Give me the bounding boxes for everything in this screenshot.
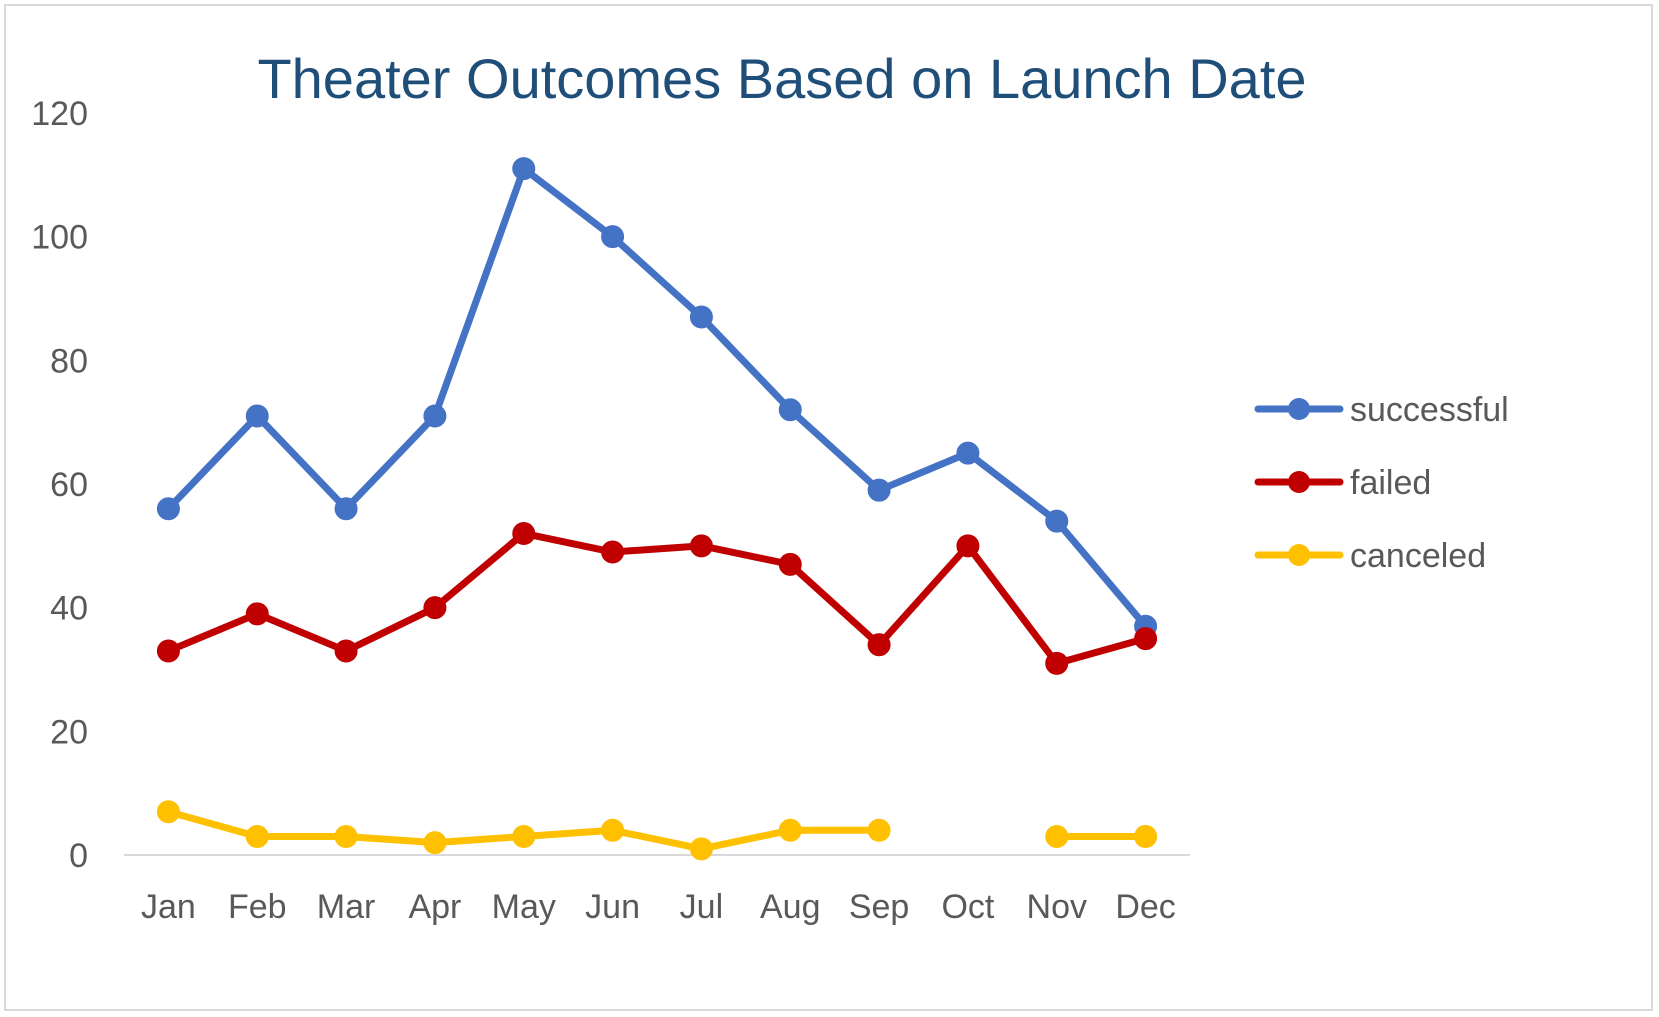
data-point-failed [423,596,447,620]
data-point-failed [956,534,980,558]
data-point-canceled [689,837,713,861]
data-point-successful [778,398,802,422]
y-tick-label: 80 [50,342,88,380]
data-point-canceled [156,800,180,824]
x-tick-label: Mar [317,888,376,926]
data-point-successful [867,478,891,502]
data-point-successful [512,157,536,181]
data-point-successful [156,497,180,521]
legend-label: failed [1350,464,1431,502]
data-point-failed [512,521,536,545]
x-tick-label: Jun [585,888,640,926]
series-group [156,157,1158,861]
legend-swatch-marker [1288,544,1310,566]
legend-swatch-marker [1288,398,1310,420]
x-tick-label: Dec [1115,888,1175,926]
legend-label: canceled [1350,537,1486,575]
y-axis-ticks: 0 20 40 60 80 100 120 [31,95,88,875]
x-tick-label: Oct [941,888,994,926]
legend: successful failed canceled [1254,391,1509,575]
x-tick-label: Feb [228,888,287,926]
data-point-failed [867,633,891,657]
x-tick-label: Aug [760,888,821,926]
chart-frame: Theater Outcomes Based on Launch Date 0 2… [4,4,1653,1011]
data-point-failed [778,552,802,576]
legend-item-successful: successful [1254,391,1509,429]
data-point-failed [245,602,269,626]
data-point-canceled [1045,824,1069,848]
data-point-failed [1134,627,1158,651]
data-point-canceled [867,818,891,842]
data-point-canceled [245,824,269,848]
data-point-canceled [601,818,625,842]
series-failed [156,521,1158,675]
y-tick-label: 0 [69,837,88,875]
data-point-canceled [512,824,536,848]
x-tick-label: May [492,888,556,926]
y-tick-label: 40 [50,590,88,628]
data-point-failed [1045,651,1069,675]
data-point-canceled [423,831,447,855]
data-point-canceled [778,818,802,842]
x-tick-label: Sep [849,888,910,926]
data-point-canceled [1134,824,1158,848]
data-point-successful [956,441,980,465]
legend-swatch-marker [1288,471,1310,493]
series-successful [156,157,1158,638]
x-tick-label: Jan [141,888,196,926]
legend-item-canceled: canceled [1254,537,1486,575]
data-point-successful [423,404,447,428]
data-point-failed [689,534,713,558]
data-point-successful [601,225,625,249]
chart-title: Theater Outcomes Based on Launch Date [257,47,1306,110]
x-tick-label: Apr [408,888,461,926]
line-chart: Theater Outcomes Based on Launch Date 0 2… [31,47,1509,926]
series-canceled [156,800,1158,861]
data-point-successful [245,404,269,428]
y-tick-label: 20 [50,713,88,751]
y-tick-label: 100 [31,219,88,257]
series-line-successful [164,165,1150,630]
data-point-canceled [334,824,358,848]
y-tick-label: 120 [31,95,88,133]
legend-label: successful [1350,391,1509,429]
x-axis-ticks: Jan Feb Mar Apr May Jun Jul Aug Sep Oct Nov Dec [141,888,1176,926]
data-point-failed [156,639,180,663]
legend-item-failed: failed [1254,464,1431,502]
x-tick-label: Jul [680,888,723,926]
series-line-failed [164,529,1150,667]
x-tick-label: Nov [1027,888,1087,926]
y-tick-label: 60 [50,466,88,504]
data-point-successful [689,305,713,329]
data-point-failed [334,639,358,663]
data-point-failed [601,540,625,564]
data-point-successful [1045,509,1069,533]
data-point-successful [334,497,358,521]
